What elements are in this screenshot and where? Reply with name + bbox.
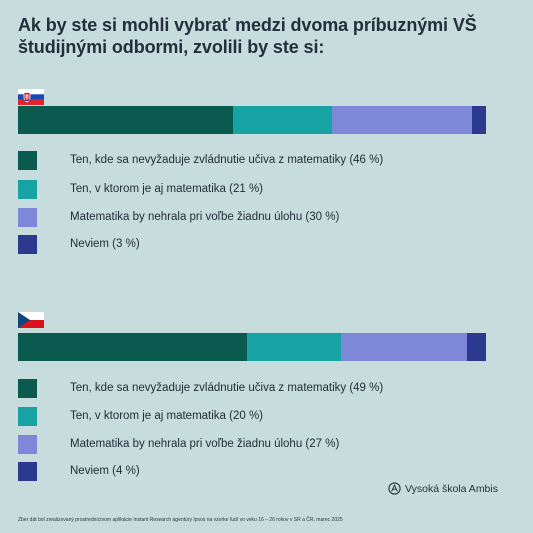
slovakia-stacked-bar bbox=[18, 106, 486, 134]
ambis-logo: Vysoká škola Ambis bbox=[388, 482, 498, 495]
bar-segment bbox=[233, 106, 332, 134]
legend-item: Matematika by nehrala pri voľbe žiadnu ú… bbox=[18, 434, 339, 454]
chart-title: Ak by ste si mohli vybrať medzi dvoma pr… bbox=[18, 15, 477, 57]
legend-label: Matematika by nehrala pri voľbe žiadnu ú… bbox=[70, 438, 340, 450]
bar-segment bbox=[340, 333, 468, 361]
legend-swatch bbox=[18, 207, 37, 227]
legend-label: Neviem (4 %) bbox=[70, 465, 140, 477]
logo-text: Vysoká škola Ambis bbox=[405, 482, 498, 495]
legend-label: Neviem (3 %) bbox=[70, 238, 140, 250]
legend-item: Matematika by nehrala pri voľbe žiadnu ú… bbox=[18, 207, 339, 227]
czech-flag-icon bbox=[18, 312, 44, 328]
legend-label: Ten, v ktorom je aj matematika (21 %) bbox=[70, 183, 264, 195]
bar-segment bbox=[471, 106, 486, 134]
legend-swatch bbox=[18, 406, 37, 426]
legend-item: Neviem (3 %) bbox=[18, 234, 140, 254]
legend-swatch bbox=[18, 378, 37, 398]
legend-item: Ten, v ktorom je aj matematika (20 %) bbox=[18, 406, 263, 426]
legend-label: Ten, kde sa nevyžaduje zvládnutie učiva … bbox=[70, 154, 384, 166]
ambis-logo-icon bbox=[388, 482, 401, 495]
legend-label: Ten, kde sa nevyžaduje zvládnutie učiva … bbox=[70, 382, 384, 394]
bar-segment bbox=[331, 106, 472, 134]
czech-stacked-bar bbox=[18, 333, 486, 361]
legend-item: Ten, kde sa nevyžaduje zvládnutie učiva … bbox=[18, 378, 383, 398]
legend-swatch bbox=[18, 434, 37, 454]
legend-item: Ten, v ktorom je aj matematika (21 %) bbox=[18, 179, 263, 199]
legend-item: Neviem (4 %) bbox=[18, 461, 140, 481]
bar-segment bbox=[18, 333, 248, 361]
bar-segment bbox=[467, 333, 486, 361]
legend-label: Ten, v ktorom je aj matematika (20 %) bbox=[70, 410, 264, 422]
legend-swatch bbox=[18, 234, 37, 254]
legend-label: Matematika by nehrala pri voľbe žiadnu ú… bbox=[70, 211, 340, 223]
footnote: Zber dát bol zrealizovaný prostredníctvo… bbox=[18, 517, 343, 523]
legend-swatch bbox=[18, 150, 37, 170]
legend-item: Ten, kde sa nevyžaduje zvládnutie učiva … bbox=[18, 150, 383, 170]
legend-swatch bbox=[18, 461, 37, 481]
slovakia-flag-icon bbox=[18, 89, 44, 105]
bar-segment bbox=[247, 333, 341, 361]
bar-segment bbox=[18, 106, 234, 134]
legend-swatch bbox=[18, 179, 37, 199]
